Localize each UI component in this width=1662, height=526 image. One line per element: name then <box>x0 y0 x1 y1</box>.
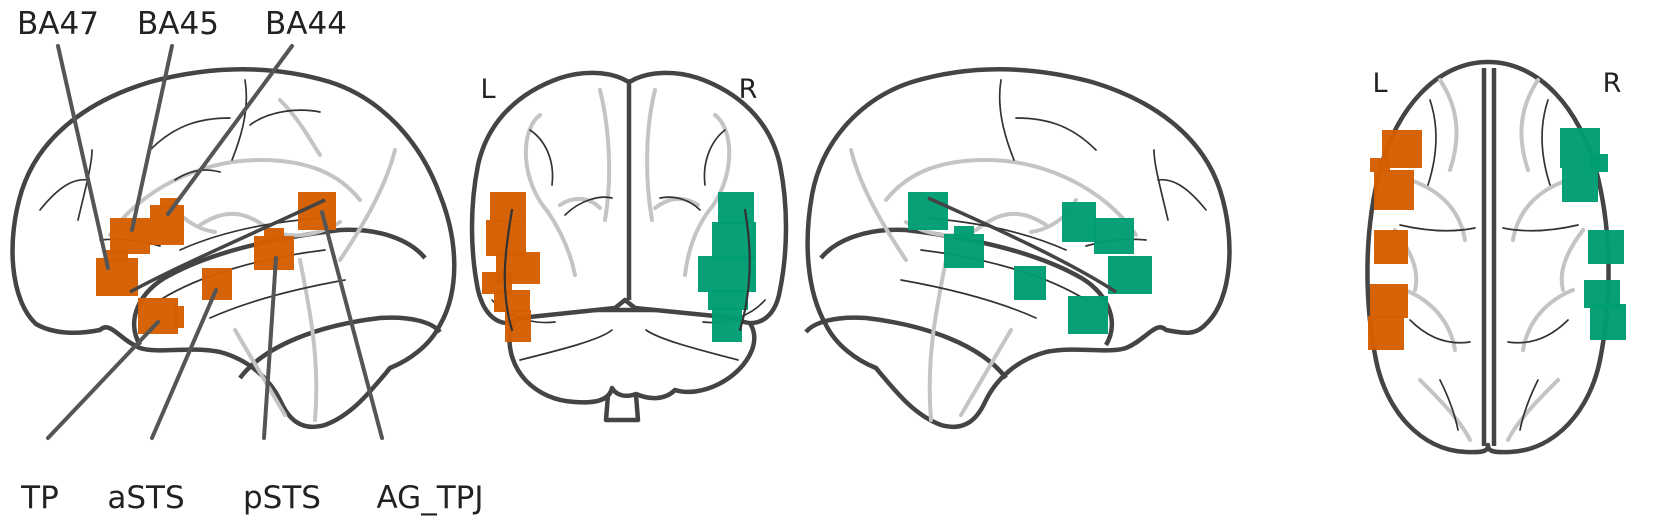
label-ag-tpj: AG_TPJ <box>377 480 484 516</box>
cerebellum-outline-coronal <box>507 307 757 405</box>
hemisphere-label-right-axial: R <box>1603 68 1622 99</box>
view-coronal: L R <box>469 70 789 423</box>
view-right-sagittal <box>804 67 1232 429</box>
roi-coronal-r-4 <box>708 290 748 310</box>
roi-coronal-l-5 <box>494 290 530 312</box>
label-ba45: BA45 <box>137 6 219 42</box>
roi-r-tp <box>1068 296 1108 334</box>
roi-tp <box>138 298 178 334</box>
cerebellum-outline-right <box>804 315 1008 380</box>
roi-axial-r-5 <box>1584 280 1620 308</box>
hemisphere-label-right: R <box>739 74 758 105</box>
leader-psts <box>262 256 278 440</box>
roi-r-psts <box>944 234 984 268</box>
roi-axial-l-6 <box>1368 316 1404 350</box>
hemisphere-label-left-axial: L <box>1372 68 1387 99</box>
leader-ba45 <box>130 44 174 232</box>
roi-axial-l-5 <box>1370 284 1408 318</box>
roi-r-ba45 <box>1094 218 1134 254</box>
leader-tp <box>46 320 160 440</box>
view-left-sagittal <box>10 44 457 440</box>
leader-ba47 <box>56 44 110 270</box>
region-labels: BA47 BA45 BA44 TP aSTS pSTS AG_TPJ <box>17 6 483 516</box>
roi-coronal-r-3 <box>698 256 756 292</box>
leader-asts <box>150 288 218 440</box>
roi-tp-ext <box>174 306 184 328</box>
cerebellum-outline <box>238 315 442 380</box>
label-asts: aSTS <box>107 480 184 516</box>
ghost-contours-coronal <box>523 88 732 277</box>
roi-ba44 <box>150 205 184 245</box>
roi-axial-l-2 <box>1370 158 1390 172</box>
roi-markers-coronal <box>482 192 756 342</box>
roi-axial-l-3 <box>1374 170 1414 210</box>
roi-axial-r-6 <box>1590 304 1626 340</box>
roi-axial-r-4 <box>1588 230 1624 264</box>
roi-coronal-r-1 <box>718 192 754 224</box>
roi-asts <box>202 268 232 300</box>
roi-coronal-r-5 <box>712 308 742 342</box>
ghost-contours-right <box>849 148 1138 422</box>
sulcus-coronal-overlay-l <box>503 208 514 332</box>
roi-axial-l-4 <box>1374 230 1408 264</box>
label-tp: TP <box>20 480 59 516</box>
leader-ag-tpj <box>320 210 384 440</box>
label-ba47: BA47 <box>17 6 99 42</box>
sulci-lines-axial <box>1399 99 1579 431</box>
brainstem-coronal <box>603 394 641 423</box>
roi-r-ba47 <box>1108 256 1152 294</box>
roi-psts-ext <box>264 228 284 238</box>
roi-r-ag-tpj <box>908 192 948 230</box>
roi-axial-r-3 <box>1590 154 1608 172</box>
brain-outline-right-sagittal <box>805 67 1232 429</box>
sylvian-fissure-line-right <box>927 196 1117 294</box>
roi-axial-r-2 <box>1562 168 1598 202</box>
label-ba44: BA44 <box>265 6 347 42</box>
roi-r-psts-ext <box>954 226 974 236</box>
roi-coronal-l-1 <box>490 192 526 222</box>
roi-r-asts <box>1014 266 1046 300</box>
label-leaders <box>46 44 384 440</box>
label-psts: pSTS <box>243 480 321 516</box>
sylvian-fissure-line <box>129 198 326 294</box>
roi-r-ba44 <box>1062 202 1096 242</box>
roi-ba45 <box>110 218 150 254</box>
hemisphere-label-left: L <box>480 74 495 105</box>
sulcus-coronal-overlay-r <box>738 208 751 332</box>
roi-markers-right-sagittal <box>908 192 1152 334</box>
roi-ba44-ext <box>160 198 178 208</box>
leader-ba44 <box>166 44 294 216</box>
roi-markers-axial <box>1368 128 1626 350</box>
ghost-contours-axial <box>1393 78 1585 442</box>
view-axial: L R <box>1365 59 1626 455</box>
